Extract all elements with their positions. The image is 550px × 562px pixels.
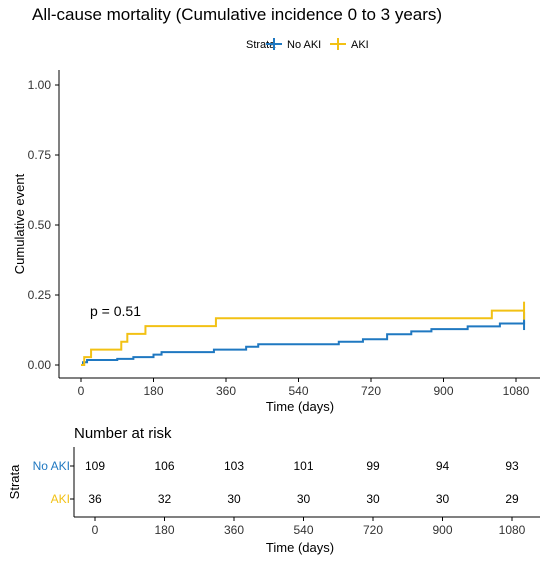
risk-y-axis-label: Strata [7, 464, 22, 499]
risk-cell: 101 [293, 459, 313, 473]
x-tick-label: 1080 [503, 384, 530, 398]
risk-rows: No AKI 109 106 103 101 99 94 93 AKI 36 32 30 30 30 30 2… [33, 459, 519, 506]
p-value-annotation: p = 0.51 [90, 303, 141, 319]
y-tick-label: 0.50 [28, 218, 52, 232]
x-tick-label: 540 [288, 384, 308, 398]
y-ticks: 0.00 0.25 0.50 0.75 1.00 [28, 78, 59, 372]
risk-cell: 30 [366, 492, 380, 506]
risk-x-tick-label: 1080 [499, 523, 526, 537]
x-axis-label: Time (days) [266, 399, 334, 414]
risk-cell: 99 [366, 459, 380, 473]
legend-title: Strata [246, 39, 276, 51]
legend-label-aki: AKI [351, 39, 369, 51]
legend-item-aki: AKI [330, 38, 369, 51]
risk-cell: 94 [436, 459, 450, 473]
risk-cell: 30 [297, 492, 311, 506]
series-line-no-aki [81, 321, 526, 366]
x-tick-label: 900 [433, 384, 453, 398]
legend-item-no-aki: No AKI [266, 38, 321, 51]
risk-x-tick-label: 720 [363, 523, 383, 537]
risk-cell: 109 [85, 459, 105, 473]
chart-title: All-cause mortality (Cumulative incidenc… [32, 5, 442, 24]
x-tick-label: 360 [216, 384, 236, 398]
y-tick-label: 0.00 [28, 358, 52, 372]
y-tick-label: 1.00 [28, 78, 52, 92]
risk-cell: 30 [227, 492, 241, 506]
series-line-aki [81, 309, 525, 366]
risk-row-label-aki: AKI [51, 492, 70, 506]
risk-table-title: Number at risk [74, 425, 172, 442]
y-tick-label: 0.75 [28, 148, 52, 162]
legend: Strata No AKI AKI [246, 38, 369, 51]
risk-x-tick-label: 360 [224, 523, 244, 537]
series-lines [81, 301, 526, 366]
x-tick-label: 180 [143, 384, 163, 398]
x-tick-label: 0 [78, 384, 85, 398]
risk-x-axis-label: Time (days) [266, 540, 334, 555]
risk-cell: 32 [158, 492, 172, 506]
survival-plot: 0.00 0.25 0.50 0.75 1.00 0 180 360 540 720 900 108… [12, 70, 540, 414]
risk-cell: 30 [436, 492, 450, 506]
risk-cell: 36 [88, 492, 102, 506]
risk-x-ticks: 0 180 360 540 720 900 1080 [92, 517, 526, 537]
x-ticks: 0 180 360 540 720 900 1080 [78, 378, 530, 398]
legend-label-no-aki: No AKI [287, 39, 321, 51]
risk-x-tick-label: 900 [432, 523, 452, 537]
risk-cell: 106 [154, 459, 174, 473]
risk-x-tick-label: 180 [154, 523, 174, 537]
y-axis-label: Cumulative event [12, 173, 27, 274]
risk-x-tick-label: 540 [293, 523, 313, 537]
x-tick-label: 720 [361, 384, 381, 398]
risk-cell: 103 [224, 459, 244, 473]
risk-x-tick-label: 0 [92, 523, 99, 537]
y-tick-label: 0.25 [28, 288, 52, 302]
risk-row-label-no-aki: No AKI [33, 459, 70, 473]
risk-cell: 93 [505, 459, 519, 473]
risk-cell: 29 [505, 492, 519, 506]
risk-table: Number at risk No AKI 109 106 103 101 99 94 93 A… [7, 425, 540, 555]
